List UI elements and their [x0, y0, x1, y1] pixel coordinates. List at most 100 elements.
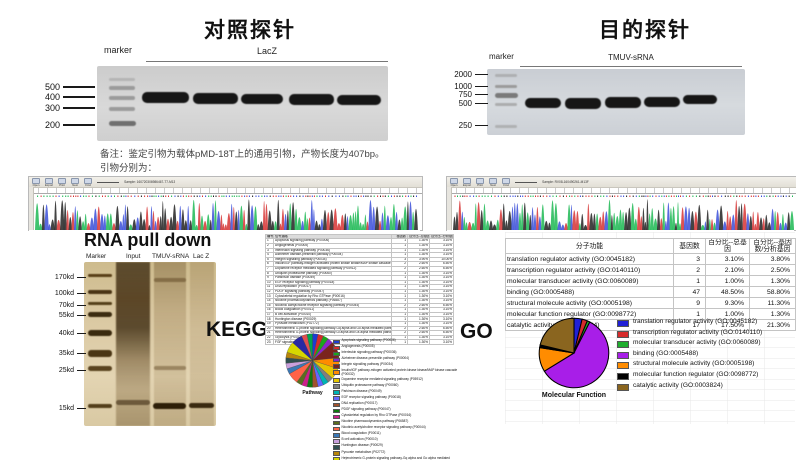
base-call-mark: [537, 195, 539, 197]
gel-lane-smear: [154, 262, 186, 426]
sample-name-label: Sample: 160720306986467-T7-M13: [124, 180, 176, 184]
trace-peak: [89, 217, 94, 230]
gel-band: [109, 121, 136, 126]
control-gel-image: [97, 66, 388, 141]
base-call-mark: [153, 195, 155, 197]
print-button[interactable]: Print: [476, 177, 485, 187]
base-call-mark: [497, 195, 499, 197]
next-icon: [489, 177, 498, 184]
gel-band: [88, 366, 112, 371]
trace-peak: [211, 203, 215, 230]
open-button[interactable]: Open: [32, 177, 40, 187]
legend-label: catalytic activity (GO:0003824): [633, 381, 723, 389]
trace-peak: [666, 202, 670, 230]
base-call-mark: [391, 195, 392, 197]
trace-peak: [181, 209, 185, 230]
legend-label: Apoptosis signaling pathway (P00006): [341, 338, 396, 342]
ladder-tick: [475, 85, 488, 88]
base-call-mark: [218, 195, 220, 197]
next-button[interactable]: Next: [71, 177, 80, 187]
column-header: 百分比--总基因: [407, 233, 430, 240]
trace-peak: [359, 222, 363, 230]
open-button[interactable]: Open: [450, 177, 458, 187]
base-call-mark: [588, 195, 590, 197]
ladder-row: 400: [34, 92, 95, 102]
trace-peak: [322, 209, 327, 230]
base-call-mark: [514, 195, 516, 197]
trace-peak: [778, 222, 783, 230]
base-call-mark: [506, 195, 508, 197]
base-call-mark: [676, 195, 677, 197]
base-call-mark: [205, 195, 207, 197]
base-call-mark: [555, 195, 557, 197]
trace-peak: [118, 221, 123, 230]
table-cell: molecular transducer activity (GO:006008…: [505, 275, 674, 288]
export-button[interactable]: Export: [463, 177, 471, 187]
trace-peak: [523, 202, 527, 230]
trace-peak: [139, 211, 143, 230]
trace-peak: [132, 219, 137, 230]
base-call-mark: [321, 195, 323, 197]
base-call-mark: [682, 195, 684, 197]
trace-peak: [533, 214, 537, 230]
legend-item: molecular transducer activity (GO:006008…: [617, 339, 762, 349]
next-button[interactable]: Next: [489, 177, 498, 187]
legend-label: Dopamine receptor mediated signaling pat…: [341, 376, 423, 381]
trace-peak: [234, 211, 238, 230]
find-button[interactable]: Find: [84, 177, 93, 187]
ladder-tick: [63, 124, 95, 126]
open-icon: [32, 177, 40, 184]
legend-swatch: [333, 432, 340, 438]
export-button[interactable]: Export: [45, 177, 53, 187]
base-call-mark: [246, 195, 248, 197]
trace-peak: [659, 218, 663, 230]
base-call-mark: [233, 195, 235, 197]
trace-peak: [575, 210, 580, 230]
find-button[interactable]: Find: [502, 177, 511, 187]
gel-band: [495, 74, 517, 77]
base-call-mark: [85, 195, 87, 197]
base-call-mark: [661, 195, 663, 197]
table-cell: translation regulator activity (GO:00451…: [505, 253, 674, 266]
trace-peak: [693, 211, 698, 230]
base-call-mark: [264, 195, 266, 197]
base-call-mark: [208, 195, 210, 197]
vertical-scrollbar[interactable]: [29, 187, 34, 230]
ladder-row: 40kd: [48, 330, 86, 337]
go-legend: translation regulator activity (GO:00451…: [617, 318, 762, 393]
print-button[interactable]: Print: [58, 177, 67, 187]
kegg-pie-chart: [285, 333, 340, 388]
table-cell: Heterotrimeric G-protein signaling pathw…: [273, 325, 392, 332]
base-call-mark: [155, 195, 157, 197]
vertical-scrollbar[interactable]: [447, 187, 452, 230]
legend-swatch: [333, 345, 340, 351]
base-call-mark: [566, 195, 567, 197]
trace-peak: [84, 213, 87, 230]
legend-item: Pyruvate metabolism (P02772): [333, 450, 459, 456]
base-call-mark: [763, 195, 765, 197]
ladder-tick: [475, 102, 488, 105]
base-call-mark: [345, 195, 347, 197]
base-call-mark: [188, 195, 190, 197]
trace-peak: [604, 211, 609, 230]
trace-peak: [368, 200, 373, 230]
table-cell: 11.30%: [749, 297, 796, 310]
ladder-row: 2000: [450, 70, 488, 79]
trace-peak: [247, 199, 251, 230]
legend-swatch: [333, 363, 340, 369]
legend-item: DNA replication (P00017): [333, 401, 459, 408]
trace-peak: [54, 200, 57, 230]
trace-peak: [504, 220, 509, 230]
legend-label: Nicotinic acetylcholine receptor signali…: [341, 425, 426, 430]
legend-swatch: [333, 457, 340, 460]
ladder-value: 250: [458, 121, 472, 130]
trace-peak: [366, 221, 369, 230]
base-call-mark: [473, 195, 475, 197]
trace-peak: [674, 222, 678, 230]
ladder-tick: [77, 305, 86, 306]
trace-peak: [541, 204, 545, 230]
base-call-mark: [678, 195, 679, 197]
base-call-mark: [632, 195, 634, 197]
trace-peak: [612, 212, 616, 230]
base-call-mark: [37, 195, 39, 197]
